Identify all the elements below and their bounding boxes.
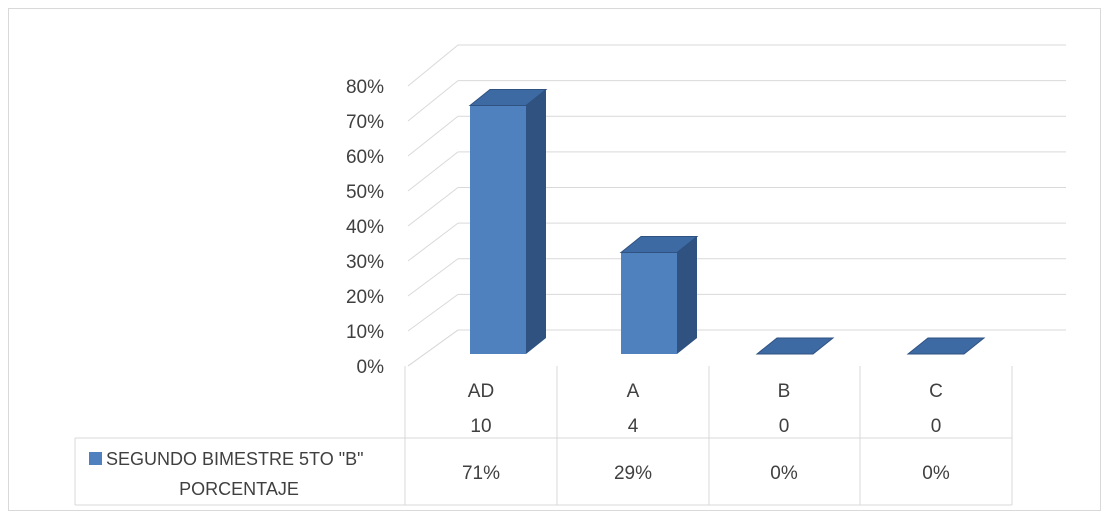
floor-edge <box>407 329 459 367</box>
legend-swatch <box>89 452 102 465</box>
bar-side <box>677 236 697 354</box>
bar-a <box>619 236 699 354</box>
gridline-diagonal <box>407 222 459 262</box>
legend-series-name-line: SEGUNDO BIMESTRE 5TO "B" <box>106 449 364 469</box>
y-tick-label: 70% <box>346 112 384 133</box>
bars <box>468 89 986 355</box>
gridline-diagonal <box>407 151 459 192</box>
bar-front <box>470 105 526 354</box>
data-label: 0% <box>770 463 798 484</box>
gridline-diagonal <box>407 258 459 297</box>
y-tick-label: 10% <box>346 322 384 343</box>
bar-top <box>755 337 835 355</box>
data-table: AD A B C 10 4 0 0 71% 29% 0% 0% SEGUNDO BIMESTRE 5TO… <box>74 366 1013 506</box>
x-category-label: AD <box>468 381 494 402</box>
gridlines <box>407 44 1066 367</box>
table-count-cell: 4 <box>628 416 639 437</box>
y-tick-label: 20% <box>346 287 384 308</box>
bar-ad <box>468 89 548 354</box>
table-count-cell: 10 <box>470 416 491 437</box>
bar-side <box>526 89 546 354</box>
legend-series-name-line: PORCENTAJE <box>179 479 299 499</box>
x-category-label: B <box>778 381 791 402</box>
gridline-diagonal <box>407 80 459 122</box>
table-count-cell: 0 <box>779 416 790 437</box>
y-tick-label: 60% <box>346 147 384 168</box>
bar-top <box>468 89 548 106</box>
data-label: 0% <box>922 463 950 484</box>
x-category-label: C <box>929 381 943 402</box>
chart-frame <box>8 8 1101 511</box>
x-category-label: A <box>627 381 640 402</box>
bar-c <box>906 337 986 355</box>
gridline-diagonal <box>407 44 459 87</box>
y-tick-label: 0% <box>357 357 385 378</box>
table-count-cell: 0 <box>931 416 942 437</box>
gridline-diagonal <box>407 293 459 332</box>
y-tick-label: 30% <box>346 252 384 273</box>
bar-top <box>906 337 986 355</box>
y-axis-tick-labels: 0% 10% 20% 30% 40% 50% 60% 70% 80% <box>346 77 384 378</box>
y-tick-label: 40% <box>346 217 384 238</box>
bar-top <box>619 236 699 253</box>
gridline-diagonal <box>407 187 459 227</box>
data-label: 71% <box>462 463 500 484</box>
bar-front <box>621 252 677 354</box>
data-label: 29% <box>614 463 652 484</box>
bar-b <box>755 337 835 355</box>
y-tick-label: 80% <box>346 77 384 98</box>
gridline-diagonal <box>407 115 459 157</box>
y-tick-label: 50% <box>346 182 384 203</box>
